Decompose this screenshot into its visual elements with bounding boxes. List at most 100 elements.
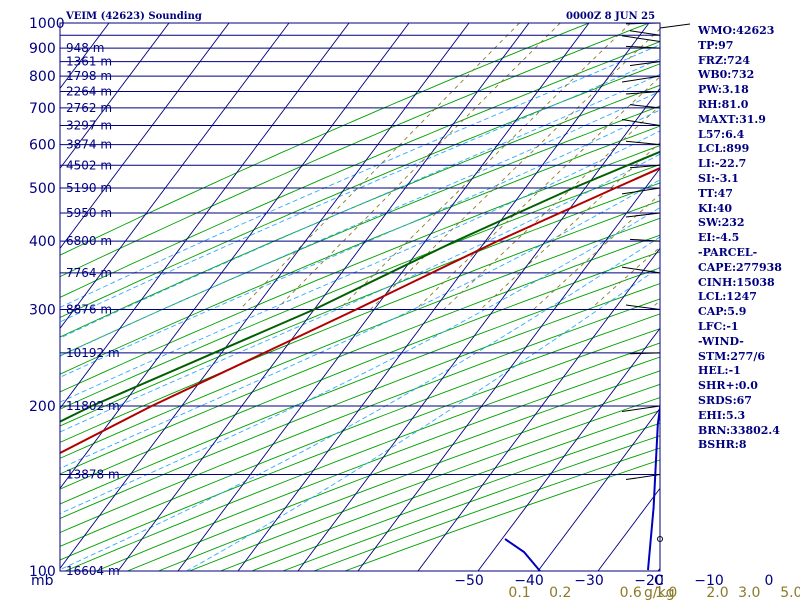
height-label: 948 m xyxy=(66,41,104,55)
index-item: RH:81.0 xyxy=(698,97,749,111)
index-item: CINH:15038 xyxy=(698,275,775,289)
dry-adiabat xyxy=(96,356,660,571)
wind-barb xyxy=(625,304,661,311)
mixing-ratio-line xyxy=(533,193,660,310)
mixing-ratio-line xyxy=(275,23,561,310)
index-item: LCL:1247 xyxy=(698,290,757,304)
isotherm xyxy=(117,23,530,571)
height-label: 16604 m xyxy=(66,564,120,578)
plot-frame xyxy=(59,22,661,572)
dewpoint-trace xyxy=(60,150,660,423)
index-item: FRZ:724 xyxy=(698,53,751,67)
pressure-label: 700 xyxy=(29,101,56,117)
dry-adiabat xyxy=(60,328,660,561)
index-item: BSHR:8 xyxy=(698,438,747,452)
wind-barb xyxy=(621,187,661,195)
isotherm xyxy=(477,327,660,571)
index-item: KI:40 xyxy=(698,201,733,215)
mixing-ratio-label: 0.1 xyxy=(508,585,530,600)
index-item: STM:277/6 xyxy=(698,349,765,363)
pressure-label: 800 xyxy=(29,69,56,85)
height-label: 3297 m xyxy=(66,119,112,133)
wind-barb xyxy=(625,474,661,481)
index-item: PW:3.18 xyxy=(698,83,749,97)
mixing-ratio-label: 1.0 xyxy=(655,585,677,600)
index-item: SI:-3.1 xyxy=(698,171,739,185)
index-item: -WIND- xyxy=(698,334,744,348)
temperature-tick-label: 0 xyxy=(765,573,774,589)
height-label: 11802 m xyxy=(66,399,120,413)
height-label: 5950 m xyxy=(66,206,112,220)
moist-adiabat xyxy=(60,58,660,323)
wind-barb xyxy=(625,140,661,146)
index-item: HEL:-1 xyxy=(698,364,741,378)
wind-barb xyxy=(629,238,661,242)
index-item: LCL:899 xyxy=(698,142,750,156)
index-item: EHI:5.3 xyxy=(698,408,746,422)
temperature-tick-label: −50 xyxy=(454,573,484,589)
axis-labels: 100 200 300 400 500 600 700 800 900 1000 16604 m 13… xyxy=(29,16,800,600)
chart-title: VEIM (42623) Sounding xyxy=(65,11,202,22)
pressure-unit-label: mb xyxy=(31,573,54,589)
isotherm xyxy=(60,23,470,570)
moist-adiabat xyxy=(60,73,660,339)
mixing-ratio-unit-label: g/kg xyxy=(644,585,675,600)
height-label: 13878 m xyxy=(66,468,120,482)
height-label: 2762 m xyxy=(66,101,112,115)
index-item: TP:97 xyxy=(698,38,734,52)
temperature-tick-label: −10 xyxy=(694,573,724,589)
wind-barbs xyxy=(621,22,691,572)
wind-barb xyxy=(625,212,661,218)
pressure-label: 300 xyxy=(29,303,56,319)
temperature-tick-label: −20 xyxy=(634,573,664,589)
index-item: TT:47 xyxy=(698,186,733,200)
hodograph-line xyxy=(647,400,660,571)
isotherm xyxy=(237,23,650,571)
isotherm xyxy=(60,23,410,490)
moist-adiabat xyxy=(60,236,660,571)
hodograph-segment xyxy=(504,538,541,571)
isotherm xyxy=(60,23,290,330)
index-item: L57:6.4 xyxy=(698,127,745,141)
wind-barb xyxy=(659,23,691,29)
index-item: LFC:-1 xyxy=(698,319,739,333)
moist-adiabat xyxy=(60,90,660,357)
indices-panel: WMO:42623 TP:97 FRZ:724 WB0:732 PW:3.18 RH:81… xyxy=(698,24,798,453)
dry-adiabat xyxy=(65,342,660,571)
index-item: WMO:42623 xyxy=(698,24,775,37)
wind-barb xyxy=(629,61,661,67)
mixing-ratio-line xyxy=(415,76,660,310)
wind-barb xyxy=(621,35,661,43)
temperature-tick-label: −30 xyxy=(574,573,604,589)
height-label: 7764 m xyxy=(66,266,112,280)
index-item: SRDS:67 xyxy=(698,393,752,407)
wind-barb xyxy=(621,75,661,83)
index-item: WB0:732 xyxy=(698,68,755,82)
pressure-label: 1000 xyxy=(29,16,65,32)
temperature-unit-label: C xyxy=(654,573,664,589)
temperature-tick-label: −40 xyxy=(514,573,544,589)
wind-barb xyxy=(625,45,661,49)
wind-barb xyxy=(621,405,661,412)
height-label: 3874 m xyxy=(66,138,112,152)
isotherm xyxy=(537,407,660,571)
isotherm xyxy=(417,247,660,571)
height-label: 4502 m xyxy=(66,158,112,172)
index-item: LI:-22.7 xyxy=(698,157,747,171)
height-label: 6800 m xyxy=(66,234,112,248)
isotherm xyxy=(60,23,350,410)
wind-barb xyxy=(621,119,661,127)
mixing-ratio-label: 2.0 xyxy=(706,585,728,600)
height-label: 1361 m xyxy=(66,55,112,69)
index-item: MAXT:31.9 xyxy=(698,112,766,126)
pressure-label: 500 xyxy=(29,181,56,197)
mixing-ratio-line xyxy=(443,104,660,310)
wind-barb xyxy=(629,352,661,355)
wind-barb xyxy=(629,164,661,169)
isotherm xyxy=(357,167,660,571)
mixing-ratio-line xyxy=(370,28,660,310)
height-label: 8876 m xyxy=(66,303,112,317)
wind-barb xyxy=(629,30,661,36)
isotherm xyxy=(60,23,170,170)
chart-date: 0000Z 8 JUN 25 xyxy=(566,11,655,22)
